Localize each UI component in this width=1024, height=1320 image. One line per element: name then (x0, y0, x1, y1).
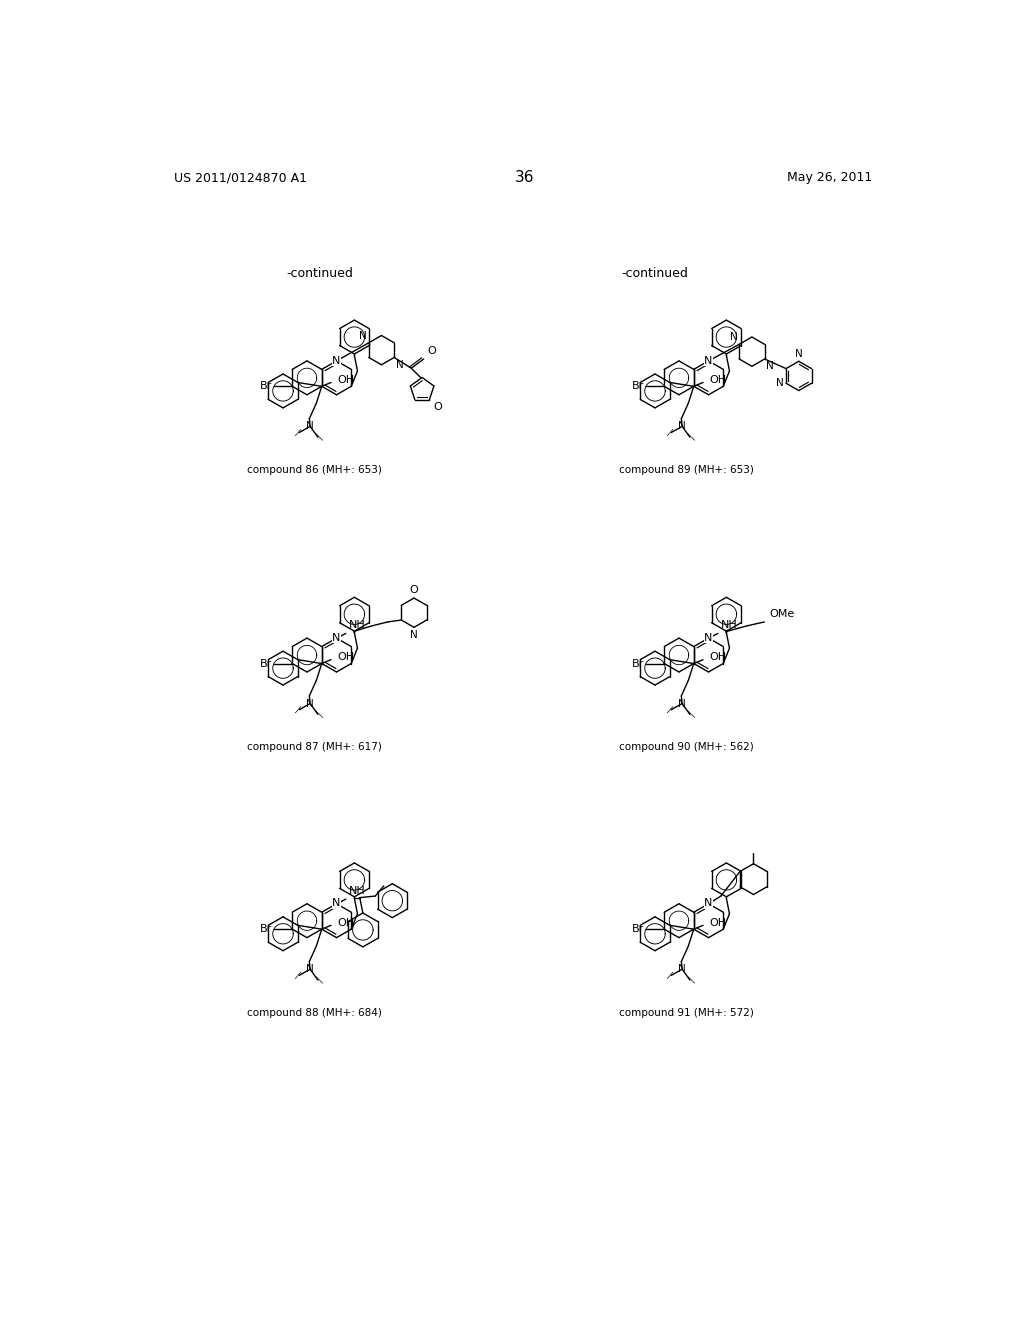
Text: compound 90 (MH+: 562): compound 90 (MH+: 562) (618, 742, 754, 752)
Text: N: N (730, 333, 737, 342)
Text: NH: NH (349, 886, 366, 896)
Text: compound 87 (MH+: 617): compound 87 (MH+: 617) (247, 742, 381, 752)
Text: Br: Br (260, 381, 272, 391)
Text: O: O (428, 346, 436, 356)
Text: N: N (411, 631, 418, 640)
Text: N: N (306, 964, 314, 974)
Text: O: O (410, 585, 419, 595)
Text: OH: OH (337, 652, 354, 663)
Text: N: N (705, 632, 713, 643)
Text: N: N (306, 698, 314, 709)
Text: N: N (678, 698, 686, 709)
Text: N: N (333, 899, 341, 908)
Text: NH: NH (721, 620, 737, 631)
Text: OH: OH (337, 375, 354, 385)
Text: compound 86 (MH+: 653): compound 86 (MH+: 653) (247, 465, 381, 475)
Text: Br: Br (632, 381, 644, 391)
Text: OH: OH (337, 917, 354, 928)
Text: OH: OH (710, 375, 726, 385)
Text: -continued: -continued (622, 268, 688, 280)
Text: N: N (359, 330, 368, 341)
Text: N: N (306, 421, 314, 432)
Text: N: N (705, 355, 713, 366)
Text: Br: Br (260, 659, 272, 668)
Text: N: N (333, 632, 341, 643)
Text: NH: NH (349, 620, 366, 631)
Text: N: N (776, 379, 783, 388)
Text: N: N (333, 355, 341, 366)
Text: Br: Br (632, 659, 644, 668)
Text: N: N (705, 899, 713, 908)
Text: -continued: -continued (287, 268, 353, 280)
Text: Br: Br (260, 924, 272, 935)
Text: OH: OH (710, 652, 726, 663)
Text: Br: Br (632, 924, 644, 935)
Text: May 26, 2011: May 26, 2011 (786, 172, 872, 185)
Text: N: N (766, 362, 774, 371)
Text: US 2011/0124870 A1: US 2011/0124870 A1 (174, 172, 307, 185)
Text: N: N (678, 964, 686, 974)
Text: compound 88 (MH+: 684): compound 88 (MH+: 684) (247, 1008, 381, 1018)
Text: OMe: OMe (769, 609, 795, 619)
Text: N: N (795, 348, 803, 359)
Text: compound 89 (MH+: 653): compound 89 (MH+: 653) (618, 465, 754, 475)
Text: OH: OH (710, 917, 726, 928)
Text: N: N (678, 421, 686, 432)
Text: 36: 36 (515, 170, 535, 185)
Text: O: O (433, 403, 442, 412)
Text: N: N (395, 360, 403, 370)
Text: compound 91 (MH+: 572): compound 91 (MH+: 572) (618, 1008, 754, 1018)
